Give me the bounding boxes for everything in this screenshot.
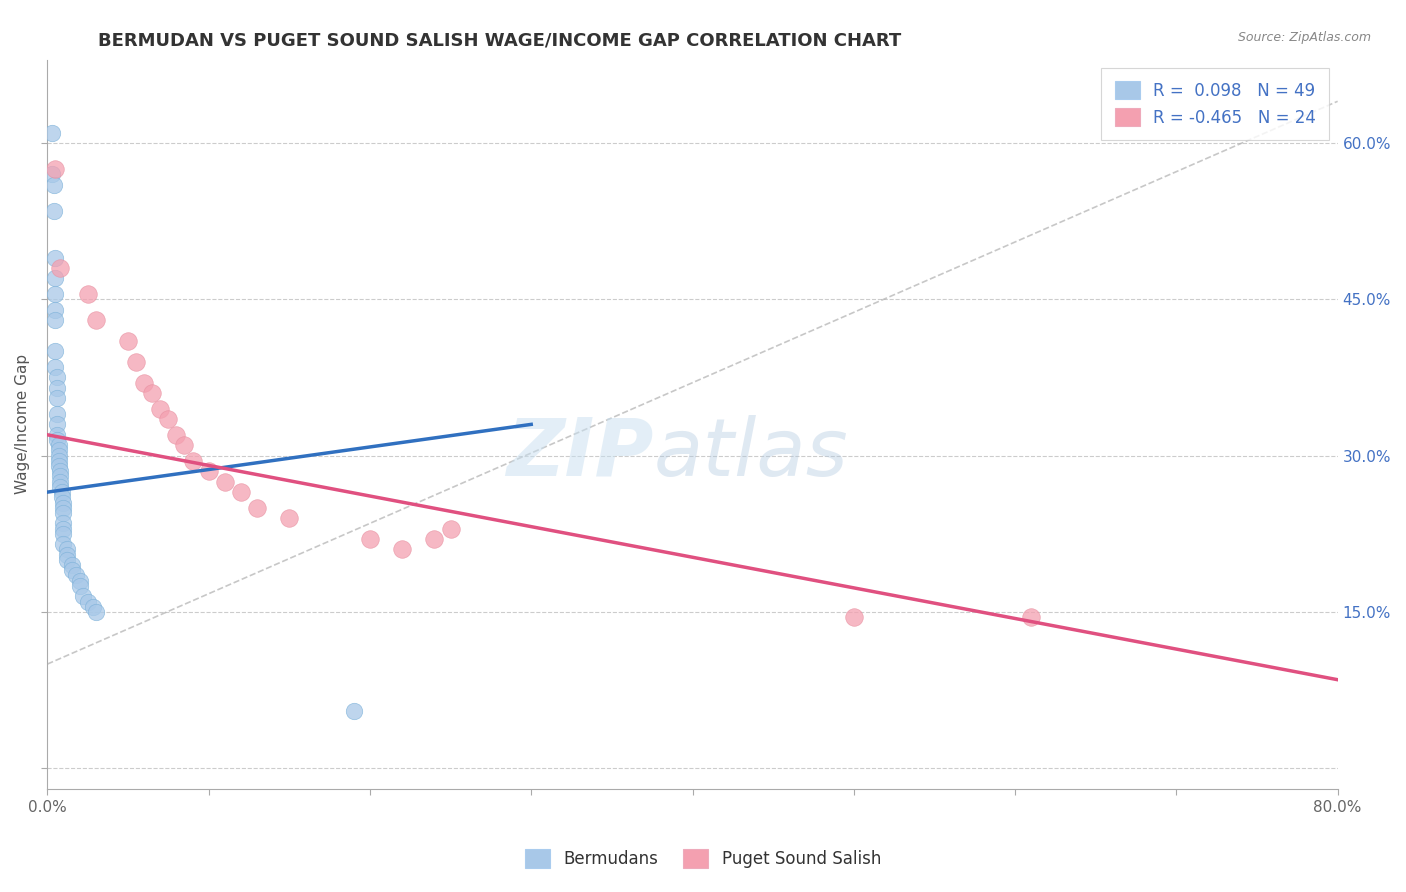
Point <box>125 355 148 369</box>
Point <box>278 511 301 525</box>
Point <box>52 537 75 551</box>
Point <box>49 260 72 275</box>
Point <box>842 610 865 624</box>
Point <box>49 480 72 494</box>
Point <box>343 704 366 718</box>
Point <box>46 433 69 447</box>
Point <box>52 506 75 520</box>
Point <box>44 313 66 327</box>
Point <box>52 522 75 536</box>
Point <box>49 464 72 478</box>
Point <box>52 495 75 509</box>
Legend: Bermudans, Puget Sound Salish: Bermudans, Puget Sound Salish <box>519 843 887 875</box>
Text: atlas: atlas <box>654 415 849 492</box>
Point <box>423 532 446 546</box>
Text: Source: ZipAtlas.com: Source: ZipAtlas.com <box>1237 31 1371 45</box>
Point <box>55 553 77 567</box>
Point <box>46 381 69 395</box>
Point <box>157 412 180 426</box>
Point <box>46 407 69 421</box>
Point <box>49 475 72 489</box>
Point <box>149 401 172 416</box>
Point <box>44 344 66 359</box>
Point <box>214 475 236 489</box>
Point <box>197 464 219 478</box>
Point <box>55 542 77 557</box>
Point <box>117 334 139 348</box>
Point <box>51 485 73 500</box>
Point <box>84 605 107 619</box>
Point <box>141 386 163 401</box>
Point <box>69 574 91 588</box>
Legend: R =  0.098   N = 49, R = -0.465   N = 24: R = 0.098 N = 49, R = -0.465 N = 24 <box>1101 68 1329 140</box>
Point <box>44 302 66 317</box>
Point <box>46 392 69 406</box>
Point <box>48 449 70 463</box>
Point <box>84 313 107 327</box>
Point <box>48 454 70 468</box>
Point <box>52 526 75 541</box>
Point <box>46 427 69 442</box>
Point <box>41 167 63 181</box>
Point <box>181 454 204 468</box>
Point <box>134 376 156 390</box>
Point <box>65 568 87 582</box>
Point <box>44 271 66 285</box>
Point <box>1019 610 1042 624</box>
Y-axis label: Wage/Income Gap: Wage/Income Gap <box>15 354 30 494</box>
Point <box>76 287 98 301</box>
Point <box>246 500 269 515</box>
Point <box>60 558 83 572</box>
Point <box>69 579 91 593</box>
Point <box>44 161 66 176</box>
Point <box>41 126 63 140</box>
Point <box>52 500 75 515</box>
Point <box>44 359 66 374</box>
Point <box>42 178 65 192</box>
Point <box>46 370 69 384</box>
Point <box>48 438 70 452</box>
Point <box>55 548 77 562</box>
Point <box>72 590 94 604</box>
Point <box>173 438 195 452</box>
Point <box>49 469 72 483</box>
Point <box>359 532 381 546</box>
Point <box>439 522 461 536</box>
Point <box>44 287 66 301</box>
Point <box>48 458 70 473</box>
Point <box>46 417 69 432</box>
Text: BERMUDAN VS PUGET SOUND SALISH WAGE/INCOME GAP CORRELATION CHART: BERMUDAN VS PUGET SOUND SALISH WAGE/INCO… <box>98 31 901 49</box>
Text: ZIP: ZIP <box>506 415 654 492</box>
Point <box>229 485 252 500</box>
Point <box>42 203 65 218</box>
Point <box>76 594 98 608</box>
Point <box>60 563 83 577</box>
Point <box>51 491 73 505</box>
Point <box>391 542 413 557</box>
Point <box>52 516 75 531</box>
Point <box>48 443 70 458</box>
Point <box>82 599 104 614</box>
Point <box>165 427 187 442</box>
Point <box>44 251 66 265</box>
